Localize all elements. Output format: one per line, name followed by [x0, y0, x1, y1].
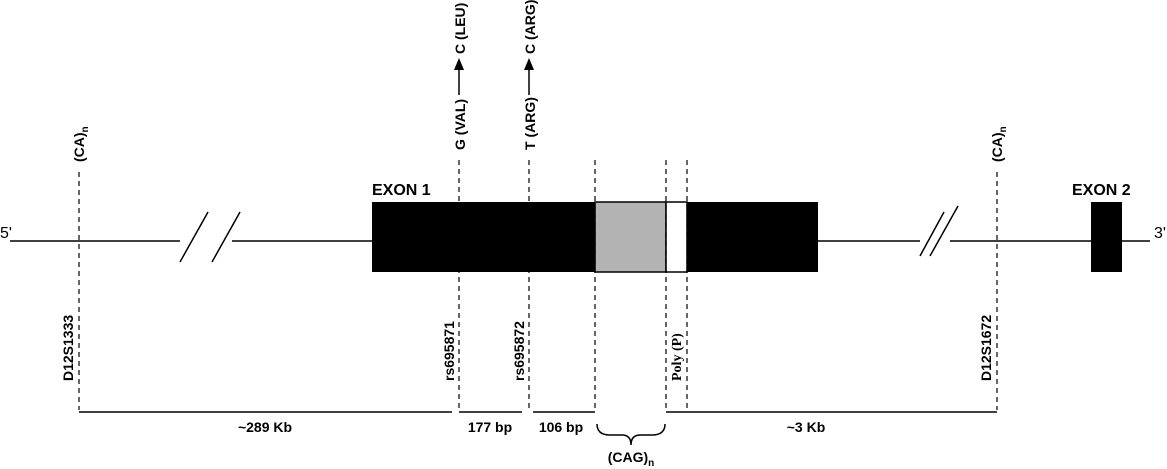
distance-label: 106 bp — [539, 419, 583, 435]
distance-label: 177 bp — [468, 419, 512, 435]
cag-brace — [596, 423, 666, 446]
snp-from: G (VAL) — [452, 99, 468, 150]
marker-label: rs695872 — [511, 321, 527, 381]
snp-to: C (ARG) — [522, 0, 538, 54]
cag-region — [594, 201, 667, 273]
distance-label: ~289 Kb — [238, 419, 292, 435]
backbone — [10, 205, 1150, 263]
end-label: 5' — [0, 225, 12, 242]
distance-label: ~3 Kb — [787, 419, 826, 435]
marker-label: (CA)n — [989, 126, 1009, 162]
marker-label: (CA)n — [71, 126, 91, 162]
marker-text: (CA) — [989, 132, 1005, 162]
snp-arrows — [454, 58, 534, 95]
distance-bars — [79, 411, 997, 446]
snp-from: T (ARG) — [522, 97, 538, 150]
marker-label: Poly (P) — [670, 333, 685, 381]
subscript: n — [998, 126, 1009, 132]
repeat-label: (CAG)n — [608, 449, 655, 469]
snp-to: C (LEU) — [452, 3, 468, 54]
marker-label: D12S1333 — [60, 315, 76, 381]
marker-label: rs695871 — [441, 321, 457, 381]
marker-lines — [78, 160, 998, 410]
poly-p-region — [665, 201, 688, 273]
marker-label: D12S1672 — [978, 315, 994, 381]
exon-label: EXON 2 — [1072, 182, 1131, 199]
exon-label: EXON 1 — [372, 182, 431, 199]
subscript: n — [80, 126, 91, 132]
repeat-text: (CAG) — [608, 449, 648, 465]
subscript: n — [648, 458, 654, 469]
marker-text: (CA) — [71, 132, 87, 162]
exon-2-box — [1091, 202, 1122, 272]
end-label: 3' — [1154, 225, 1166, 242]
